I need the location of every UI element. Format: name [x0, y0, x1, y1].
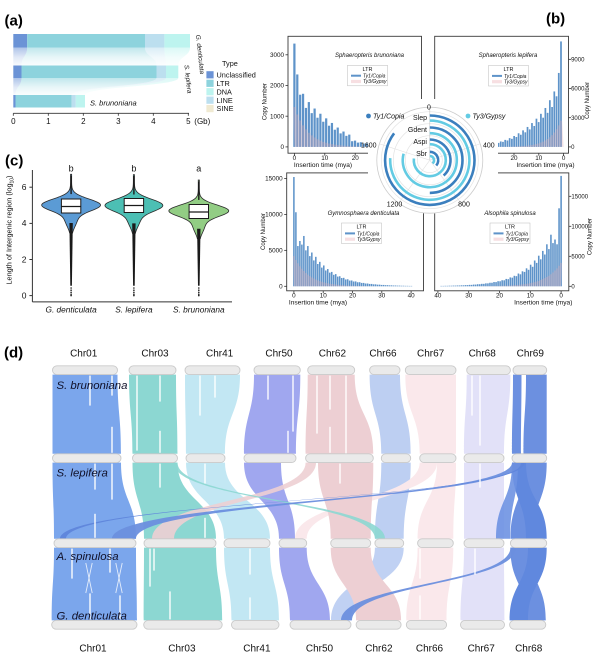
- svg-text:Ty1/Copia: Ty1/Copia: [373, 114, 404, 121]
- svg-text:10000: 10000: [571, 225, 588, 231]
- svg-text:S. brunoniana: S. brunoniana: [173, 305, 225, 315]
- svg-text:Ty3/Gypsy: Ty3/Gypsy: [357, 237, 381, 243]
- svg-text:15000: 15000: [265, 176, 283, 183]
- svg-text:Chr03: Chr03: [168, 644, 196, 655]
- svg-text:Chr67: Chr67: [417, 349, 445, 360]
- svg-text:800: 800: [458, 202, 470, 209]
- svg-text:Slep: Slep: [413, 115, 427, 122]
- svg-text:4: 4: [151, 117, 156, 126]
- svg-text:20: 20: [352, 155, 360, 162]
- svg-text:Sphaeropteris lepifera: Sphaeropteris lepifera: [479, 53, 538, 59]
- svg-text:20: 20: [496, 293, 504, 300]
- svg-text:6: 6: [22, 182, 27, 192]
- svg-text:Chr66: Chr66: [369, 349, 397, 360]
- svg-text:0: 0: [427, 105, 431, 112]
- svg-text:Chr67: Chr67: [468, 644, 496, 655]
- svg-text:Copy Number: Copy Number: [262, 83, 268, 120]
- svg-text:Sphaeropteris brunoniana: Sphaeropteris brunoniana: [335, 53, 405, 59]
- svg-text:Ty3/Gypsy: Ty3/Gypsy: [504, 79, 528, 85]
- svg-text:LTR: LTR: [505, 225, 515, 231]
- svg-text:3000: 3000: [571, 116, 585, 122]
- svg-text:Chr50: Chr50: [265, 349, 293, 360]
- svg-text:a: a: [196, 164, 201, 174]
- svg-text:Chr01: Chr01: [70, 349, 98, 360]
- svg-text:LTR: LTR: [357, 225, 367, 231]
- svg-text:Gdent: Gdent: [408, 127, 427, 134]
- svg-text:Chr41: Chr41: [243, 644, 271, 655]
- svg-text:(c): (c): [5, 153, 23, 170]
- svg-text:5000: 5000: [571, 255, 585, 261]
- svg-text:5000: 5000: [269, 248, 284, 255]
- svg-text:Sbr: Sbr: [416, 151, 428, 158]
- svg-text:(b): (b): [546, 11, 565, 28]
- svg-text:3000: 3000: [270, 52, 285, 59]
- svg-text:9000: 9000: [571, 58, 585, 64]
- svg-text:Chr03: Chr03: [141, 349, 169, 360]
- svg-text:0: 0: [22, 290, 27, 300]
- svg-text:(a): (a): [5, 13, 23, 30]
- svg-text:0: 0: [280, 144, 284, 151]
- svg-text:3: 3: [116, 117, 121, 126]
- svg-text:6000: 6000: [571, 87, 585, 93]
- svg-text:Chr69: Chr69: [517, 349, 545, 360]
- svg-text:1600: 1600: [361, 143, 377, 150]
- svg-text:Chr62: Chr62: [319, 349, 347, 360]
- svg-text:Chr50: Chr50: [306, 644, 334, 655]
- svg-text:S. lepifera: S. lepifera: [115, 305, 153, 315]
- svg-text:40: 40: [434, 293, 442, 300]
- svg-text:G. denticulata: G. denticulata: [45, 305, 97, 315]
- svg-text:5: 5: [186, 117, 191, 126]
- svg-text:10000: 10000: [265, 212, 283, 219]
- svg-text:Ty3/Gypsy: Ty3/Gypsy: [473, 114, 506, 121]
- svg-text:S. lepifera: S. lepifera: [57, 468, 108, 480]
- svg-text:G. denticulata: G. denticulata: [57, 611, 127, 623]
- svg-text:2: 2: [22, 254, 27, 264]
- svg-text:S. brunoniana: S. brunoniana: [57, 380, 128, 392]
- svg-text:(Gb): (Gb): [194, 117, 210, 126]
- svg-text:S. brunoniana: S. brunoniana: [90, 99, 137, 108]
- svg-text:0: 0: [11, 117, 16, 126]
- svg-text:Aspi: Aspi: [413, 139, 427, 146]
- svg-text:Gymnosphaera denticulata: Gymnosphaera denticulata: [328, 211, 400, 217]
- svg-text:b: b: [69, 164, 74, 174]
- svg-text:30: 30: [378, 293, 386, 300]
- svg-text:b: b: [131, 164, 136, 174]
- svg-text:Chr41: Chr41: [206, 349, 234, 360]
- svg-text:Ty3/Gypsy: Ty3/Gypsy: [506, 237, 530, 243]
- svg-text:Ty3/Gypsy: Ty3/Gypsy: [363, 79, 387, 85]
- svg-text:20: 20: [349, 293, 357, 300]
- svg-text:1: 1: [46, 117, 51, 126]
- svg-text:LTR: LTR: [504, 67, 514, 73]
- svg-text:SINE: SINE: [217, 104, 234, 113]
- svg-text:(d): (d): [4, 345, 23, 362]
- svg-text:Chr62: Chr62: [365, 644, 393, 655]
- svg-text:A. spinulosa: A. spinulosa: [56, 551, 119, 563]
- svg-text:Chr68: Chr68: [515, 644, 543, 655]
- svg-text:Type: Type: [222, 59, 238, 68]
- svg-text:Copy Number: Copy Number: [587, 218, 593, 255]
- svg-text:Insertion time (mya): Insertion time (mya): [289, 300, 347, 307]
- svg-text:4: 4: [22, 218, 27, 228]
- svg-text:Chr68: Chr68: [469, 349, 497, 360]
- svg-text:Insertion time (mya): Insertion time (mya): [294, 162, 352, 169]
- svg-text:Insertion time (mya): Insertion time (mya): [514, 300, 572, 307]
- svg-text:30: 30: [465, 293, 473, 300]
- svg-text:40: 40: [408, 293, 416, 300]
- svg-text:400: 400: [483, 143, 495, 150]
- svg-text:Insertion time (mya): Insertion time (mya): [516, 162, 574, 169]
- svg-text:Chr01: Chr01: [79, 644, 107, 655]
- svg-text:Alsophila spinulosa: Alsophila spinulosa: [483, 211, 536, 217]
- svg-text:Copy Number: Copy Number: [585, 82, 591, 119]
- svg-text:1200: 1200: [387, 202, 403, 209]
- svg-text:0: 0: [279, 284, 283, 291]
- svg-text:15000: 15000: [571, 195, 588, 201]
- svg-text:1000: 1000: [270, 113, 285, 120]
- svg-text:2: 2: [81, 117, 86, 126]
- svg-text:2000: 2000: [270, 83, 285, 90]
- svg-text:Copy Number: Copy Number: [261, 213, 267, 250]
- svg-text:LTR: LTR: [363, 67, 373, 73]
- svg-text:Chr66: Chr66: [416, 644, 444, 655]
